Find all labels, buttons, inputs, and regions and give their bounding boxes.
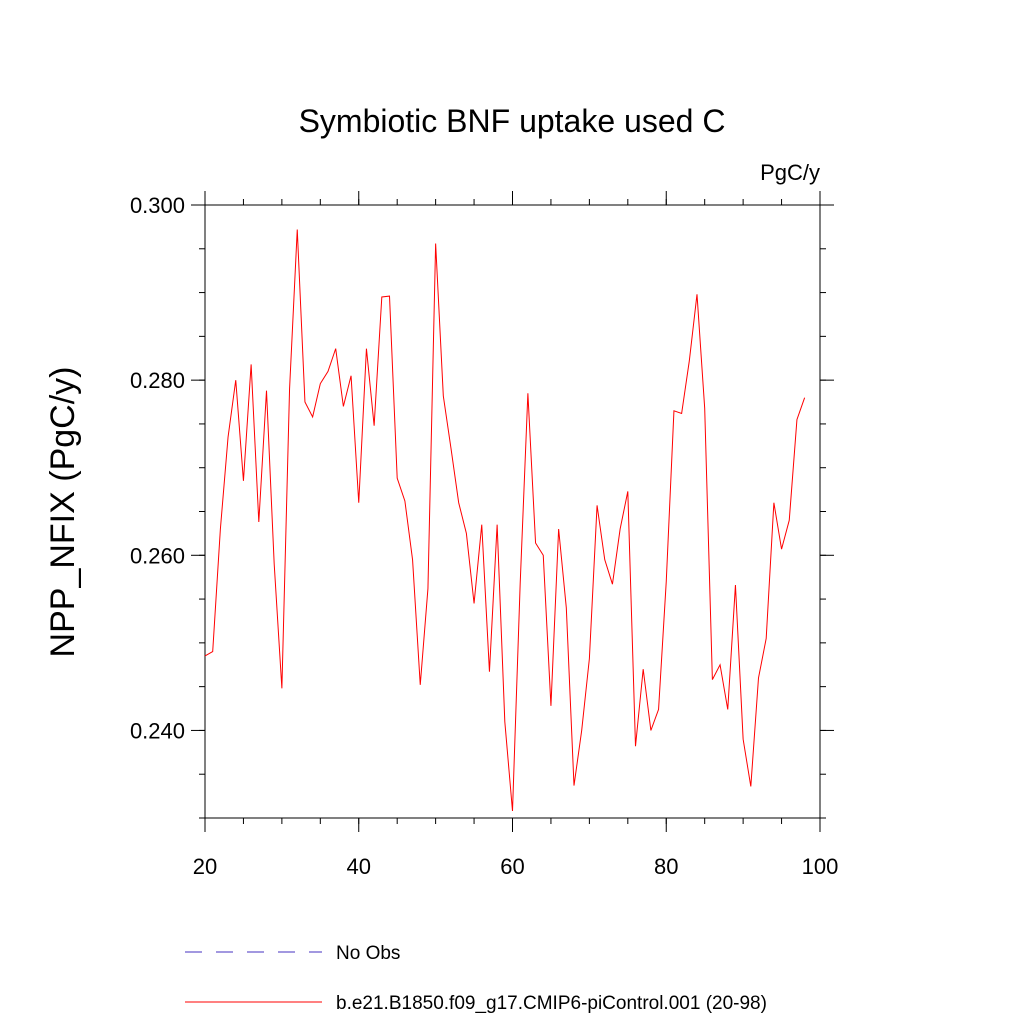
y-axis: 0.240 0.260 0.280 0.300: [130, 193, 834, 819]
x-tick-label: 80: [654, 854, 678, 879]
y-tick-label: 0.240: [130, 718, 185, 743]
plot-frame: [204, 204, 821, 819]
plot-border: [204, 204, 821, 819]
x-tick-label: 40: [347, 854, 371, 879]
x-tick-label: 60: [500, 854, 524, 879]
y-tick-label: 0.280: [130, 368, 185, 393]
legend-label-picontrol: b.e21.B1850.f09_g17.CMIP6-piControl.001 …: [336, 993, 767, 1014]
y-tick-label: 0.260: [130, 543, 185, 568]
x-tick-label: 100: [802, 854, 839, 879]
x-axis: 20 40 60 80 100: [193, 191, 839, 879]
x-tick-label: 20: [193, 854, 217, 879]
legend: No Obs b.e21.B1850.f09_g17.CMIP6-piContr…: [185, 943, 767, 1014]
chart-title: Symbiotic BNF uptake used C: [299, 103, 726, 139]
y-axis-label: NPP_NFIX (PgC/y): [44, 367, 82, 658]
units-label: PgC/y: [760, 160, 820, 185]
series-layer: [204, 229, 806, 812]
y-tick-label: 0.300: [130, 193, 185, 218]
legend-label-no-obs: No Obs: [336, 943, 400, 964]
series-line-1: [204, 229, 806, 812]
